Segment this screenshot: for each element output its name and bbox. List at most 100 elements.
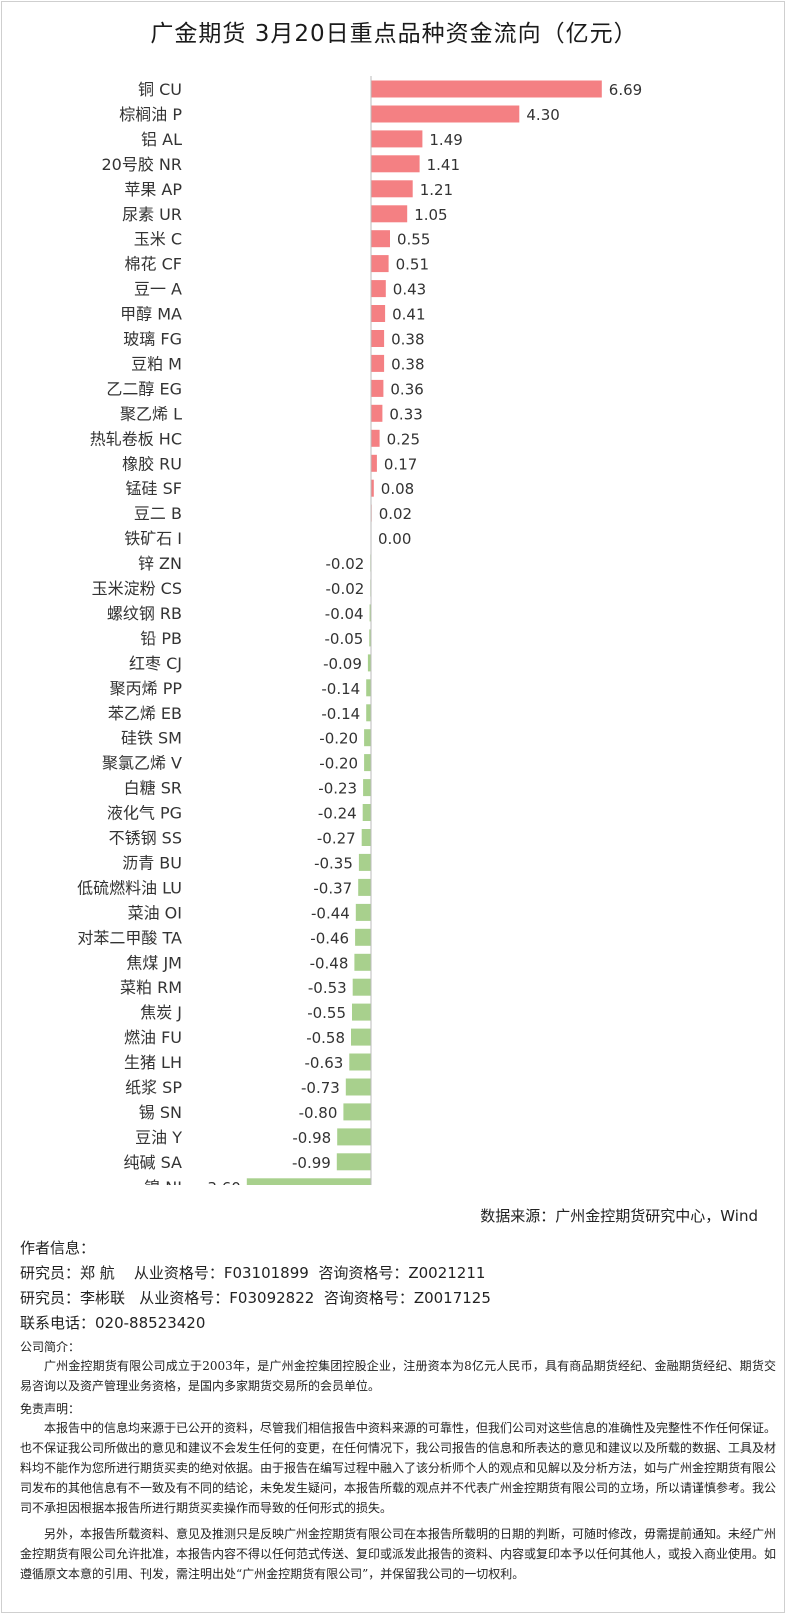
bar [371, 429, 380, 447]
category-label: 豆一 A [134, 280, 182, 299]
category-label: 聚丙烯 PP [110, 679, 183, 698]
bar [371, 354, 385, 372]
bar [366, 704, 371, 722]
category-label: 乙二醇 EG [106, 379, 182, 398]
value-label: 1.05 [414, 206, 447, 224]
category-labels-group: 铜 CU 棕榈油 P 铝 AL 20号胶 NR 苹果 AP 尿素 UR 玉米 C 棉花 CF 豆… [77, 80, 182, 1185]
bar [366, 679, 371, 697]
value-label: -0.63 [304, 1054, 343, 1072]
category-label: 锡 SN [139, 1103, 182, 1122]
value-label: 1.41 [427, 156, 460, 174]
category-label: 玻璃 FG [123, 330, 182, 349]
bars-group [246, 80, 602, 1185]
bar [369, 629, 371, 647]
category-label: 纯碱 SA [124, 1153, 183, 1172]
disclaimer-paragraph-1: 本报告中的信息均来源于已公开的资料，尽管我们相信报告中资料来源的可靠性，但我们公… [20, 1421, 777, 1515]
value-label: -0.27 [317, 830, 356, 848]
company-heading: 公司简介： [20, 1340, 81, 1354]
bar [355, 928, 371, 946]
value-label: -0.23 [318, 780, 357, 798]
category-label: 锌 ZN [138, 554, 182, 573]
category-label: 菜油 OI [128, 903, 182, 922]
category-label: 硅铁 SM [121, 729, 182, 748]
category-label: 镍 NI [144, 1178, 182, 1185]
bar [371, 404, 383, 422]
contact-phone: 联系电话：020-88523420 [20, 1314, 206, 1332]
bar [371, 305, 386, 322]
bar [345, 1078, 371, 1096]
category-label: 聚乙烯 L [120, 404, 182, 423]
value-label: 0.33 [389, 405, 422, 423]
bar [349, 1053, 371, 1071]
category-label: 焦煤 JM [126, 953, 182, 972]
category-label: 尿素 UR [122, 205, 182, 224]
category-label: 菜粕 RM [120, 978, 182, 997]
value-label: -0.02 [325, 555, 364, 573]
value-label: 0.38 [391, 355, 424, 373]
value-label: 0.08 [381, 480, 414, 498]
value-label: -0.44 [311, 904, 350, 922]
bar-chart: 铜 CU 棕榈油 P 铝 AL 20号胶 NR 苹果 AP 尿素 UR 玉米 C 棉花 CF 豆… [77, 76, 642, 1185]
category-label: 豆二 B [134, 504, 182, 523]
author-heading: 作者信息： [20, 1239, 96, 1257]
bar [371, 180, 413, 198]
value-label: -0.73 [301, 1079, 340, 1097]
disclaimer-paragraph-2: 另外，本报告所载资料、意见及推测只是反映广州金控期货有限公司在本报告所载明的日期… [20, 1527, 777, 1581]
category-label: 铜 CU [138, 80, 182, 99]
bar [371, 330, 385, 347]
bar [369, 604, 371, 622]
value-label: -0.37 [313, 879, 352, 897]
category-label: 铝 AL [141, 130, 182, 149]
category-label: 生猪 LH [124, 1053, 182, 1072]
value-label: 0.00 [378, 530, 411, 548]
bar [354, 953, 371, 971]
category-label: 聚氯乙烯 V [102, 754, 182, 773]
bar [371, 479, 374, 497]
value-label: 0.36 [390, 380, 423, 398]
category-label: 苹果 AP [124, 180, 182, 199]
category-label: 沥青 BU [122, 853, 182, 872]
category-label: 白糖 SR [124, 779, 182, 798]
bar [352, 1003, 371, 1021]
bar [367, 654, 371, 672]
value-label: -0.04 [325, 605, 364, 623]
bar [371, 105, 520, 123]
bar [362, 804, 371, 821]
value-label: -0.02 [325, 580, 364, 598]
value-label: -0.46 [310, 929, 349, 947]
bar [371, 255, 389, 273]
bar [246, 1178, 371, 1185]
value-label: 0.43 [393, 281, 426, 299]
value-label: 0.38 [391, 331, 424, 349]
category-label: 焦炭 J [140, 1003, 182, 1022]
category-label: 锰硅 SF [126, 479, 182, 498]
disclaimer-heading: 免责声明： [20, 1402, 81, 1416]
researcher-line-2: 研究员：李彬联 从业资格号：F03092822 咨询资格号：Z0017125 [20, 1289, 491, 1307]
bar [371, 379, 384, 397]
category-label: 20号胶 NR [101, 155, 182, 174]
researcher-line-1: 研究员：郑 航 从业资格号：F03101899 咨询资格号：Z0021211 [20, 1264, 486, 1282]
category-label: 玉米淀粉 CS [92, 579, 182, 598]
value-label: 1.21 [420, 181, 453, 199]
value-label: 0.17 [384, 455, 417, 473]
value-label: -0.20 [319, 755, 358, 773]
value-label: -0.14 [321, 680, 360, 698]
value-label: 0.51 [396, 256, 429, 274]
bar [371, 130, 423, 148]
value-label: 0.55 [397, 231, 430, 249]
bar [371, 205, 408, 223]
bar [363, 779, 371, 797]
bar [364, 754, 371, 772]
value-label: -0.20 [319, 730, 358, 748]
category-label: 热轧卷板 HC [90, 429, 182, 448]
bar [358, 878, 371, 896]
value-label: -0.55 [307, 1004, 346, 1022]
category-label: 棉花 CF [125, 255, 182, 274]
bar [351, 1028, 371, 1046]
category-label: 豆油 Y [135, 1128, 182, 1147]
bar [337, 1128, 371, 1146]
category-label: 液化气 PG [107, 804, 182, 823]
value-label: 0.02 [379, 505, 412, 523]
category-label: 低硫燃料油 LU [77, 878, 182, 897]
